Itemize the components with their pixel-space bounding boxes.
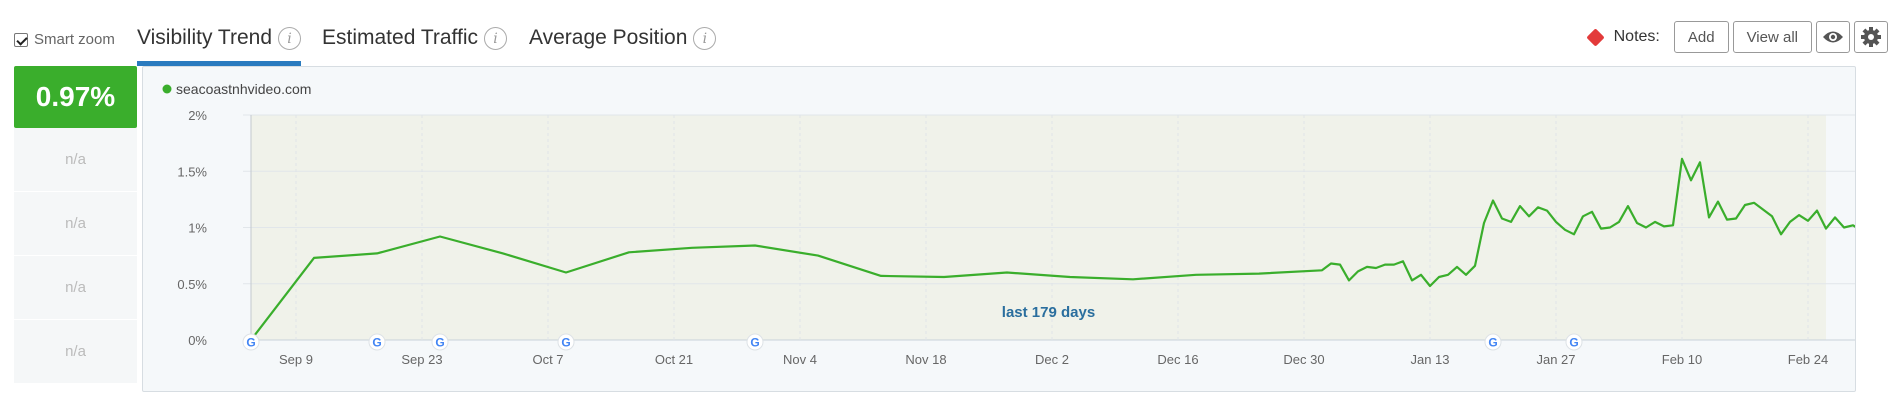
tab-average-position[interactable]: Average Position i xyxy=(529,26,717,66)
x-tick-label: Sep 9 xyxy=(279,352,313,367)
metric-row: n/a xyxy=(14,192,137,256)
notes-label: Notes: xyxy=(1613,28,1660,45)
tab-estimated-traffic[interactable]: Estimated Traffic i xyxy=(322,26,508,66)
info-icon[interactable]: i xyxy=(484,27,508,50)
y-tick-label: 1% xyxy=(188,221,207,236)
y-tick-label: 0.5% xyxy=(177,277,207,292)
google-icon: G xyxy=(750,336,759,350)
google-update-marker[interactable] xyxy=(431,333,449,351)
add-note-button[interactable]: Add xyxy=(1673,21,1729,53)
x-tick-label: Dec 16 xyxy=(1157,352,1198,367)
eye-icon xyxy=(1823,31,1843,43)
gear-icon xyxy=(1861,27,1881,47)
smart-zoom-toggle[interactable]: Smart zoom xyxy=(14,31,115,48)
toggle-notes-visibility-button[interactable] xyxy=(1816,21,1850,53)
series-line[interactable] xyxy=(250,157,1863,341)
metric-row: n/a xyxy=(14,256,137,320)
google-icon: G xyxy=(1569,336,1578,350)
tab-label: Estimated Traffic xyxy=(322,26,479,49)
range-label: last 179 days xyxy=(1002,304,1095,321)
x-tick-label: Jan 13 xyxy=(1410,352,1449,367)
tab-label: Visibility Trend xyxy=(137,26,273,49)
x-tick-label: Feb 10 xyxy=(1662,352,1702,367)
x-tick-label: Dec 30 xyxy=(1283,352,1324,367)
info-icon[interactable]: i xyxy=(278,27,301,50)
google-update-marker[interactable] xyxy=(368,333,386,351)
google-update-marker[interactable] xyxy=(557,333,575,351)
info-icon[interactable]: i xyxy=(693,27,717,50)
google-update-marker[interactable] xyxy=(746,333,764,351)
smart-zoom-label: Smart zoom xyxy=(34,31,115,48)
metric-row: n/a xyxy=(14,128,137,192)
toolbar: Smart zoom Visibility Trend i Estimated … xyxy=(0,0,1902,66)
view-all-notes-button[interactable]: View all xyxy=(1732,21,1812,53)
notes-marker-icon xyxy=(1585,27,1605,47)
visibility-value: 0.97% xyxy=(14,66,137,128)
visibility-chart[interactable]: seacoastnhvideo.com 0% 0.5% 1% 1.5% 2% Sep 9 Se… xyxy=(142,66,1873,392)
metric-row: n/a xyxy=(14,320,137,384)
notes-controls: Notes: Add View all xyxy=(1585,21,1888,53)
google-icon: G xyxy=(561,336,570,350)
google-icon: G xyxy=(246,336,255,350)
legend-label: seacoastnhvideo.com xyxy=(176,81,311,97)
x-tick-label: Dec 2 xyxy=(1035,352,1069,367)
smart-zoom-checkbox[interactable] xyxy=(14,32,28,47)
x-tick-label: Feb 24 xyxy=(1788,352,1828,367)
google-icon: G xyxy=(1488,336,1497,350)
google-update-marker[interactable] xyxy=(242,333,260,351)
x-tick-label: Nov 4 xyxy=(783,352,817,367)
x-tick-label: Sep 23 xyxy=(401,352,442,367)
x-tick-label: Jan 27 xyxy=(1536,352,1575,367)
x-tick-label: Nov 18 xyxy=(905,352,946,367)
line-chart[interactable]: seacoastnhvideo.com 0% 0.5% 1% 1.5% 2% Sep 9 Se… xyxy=(143,67,1873,391)
metric-panel: 0.97% n/a n/a n/a n/a xyxy=(14,66,137,386)
google-update-marker[interactable] xyxy=(1565,333,1583,351)
tab-visibility-trend[interactable]: Visibility Trend i xyxy=(137,26,301,66)
google-update-marker[interactable] xyxy=(1484,333,1502,351)
legend-marker xyxy=(162,84,172,94)
settings-button[interactable] xyxy=(1854,21,1888,53)
tab-label: Average Position xyxy=(529,26,688,49)
y-tick-label: 1.5% xyxy=(177,164,207,179)
x-tick-label: Oct 7 xyxy=(532,352,563,367)
google-icon: G xyxy=(435,336,444,350)
google-icon: G xyxy=(372,336,381,350)
y-tick-label: 0% xyxy=(188,333,207,348)
x-tick-label: Oct 21 xyxy=(655,352,693,367)
y-tick-label: 2% xyxy=(188,108,207,123)
